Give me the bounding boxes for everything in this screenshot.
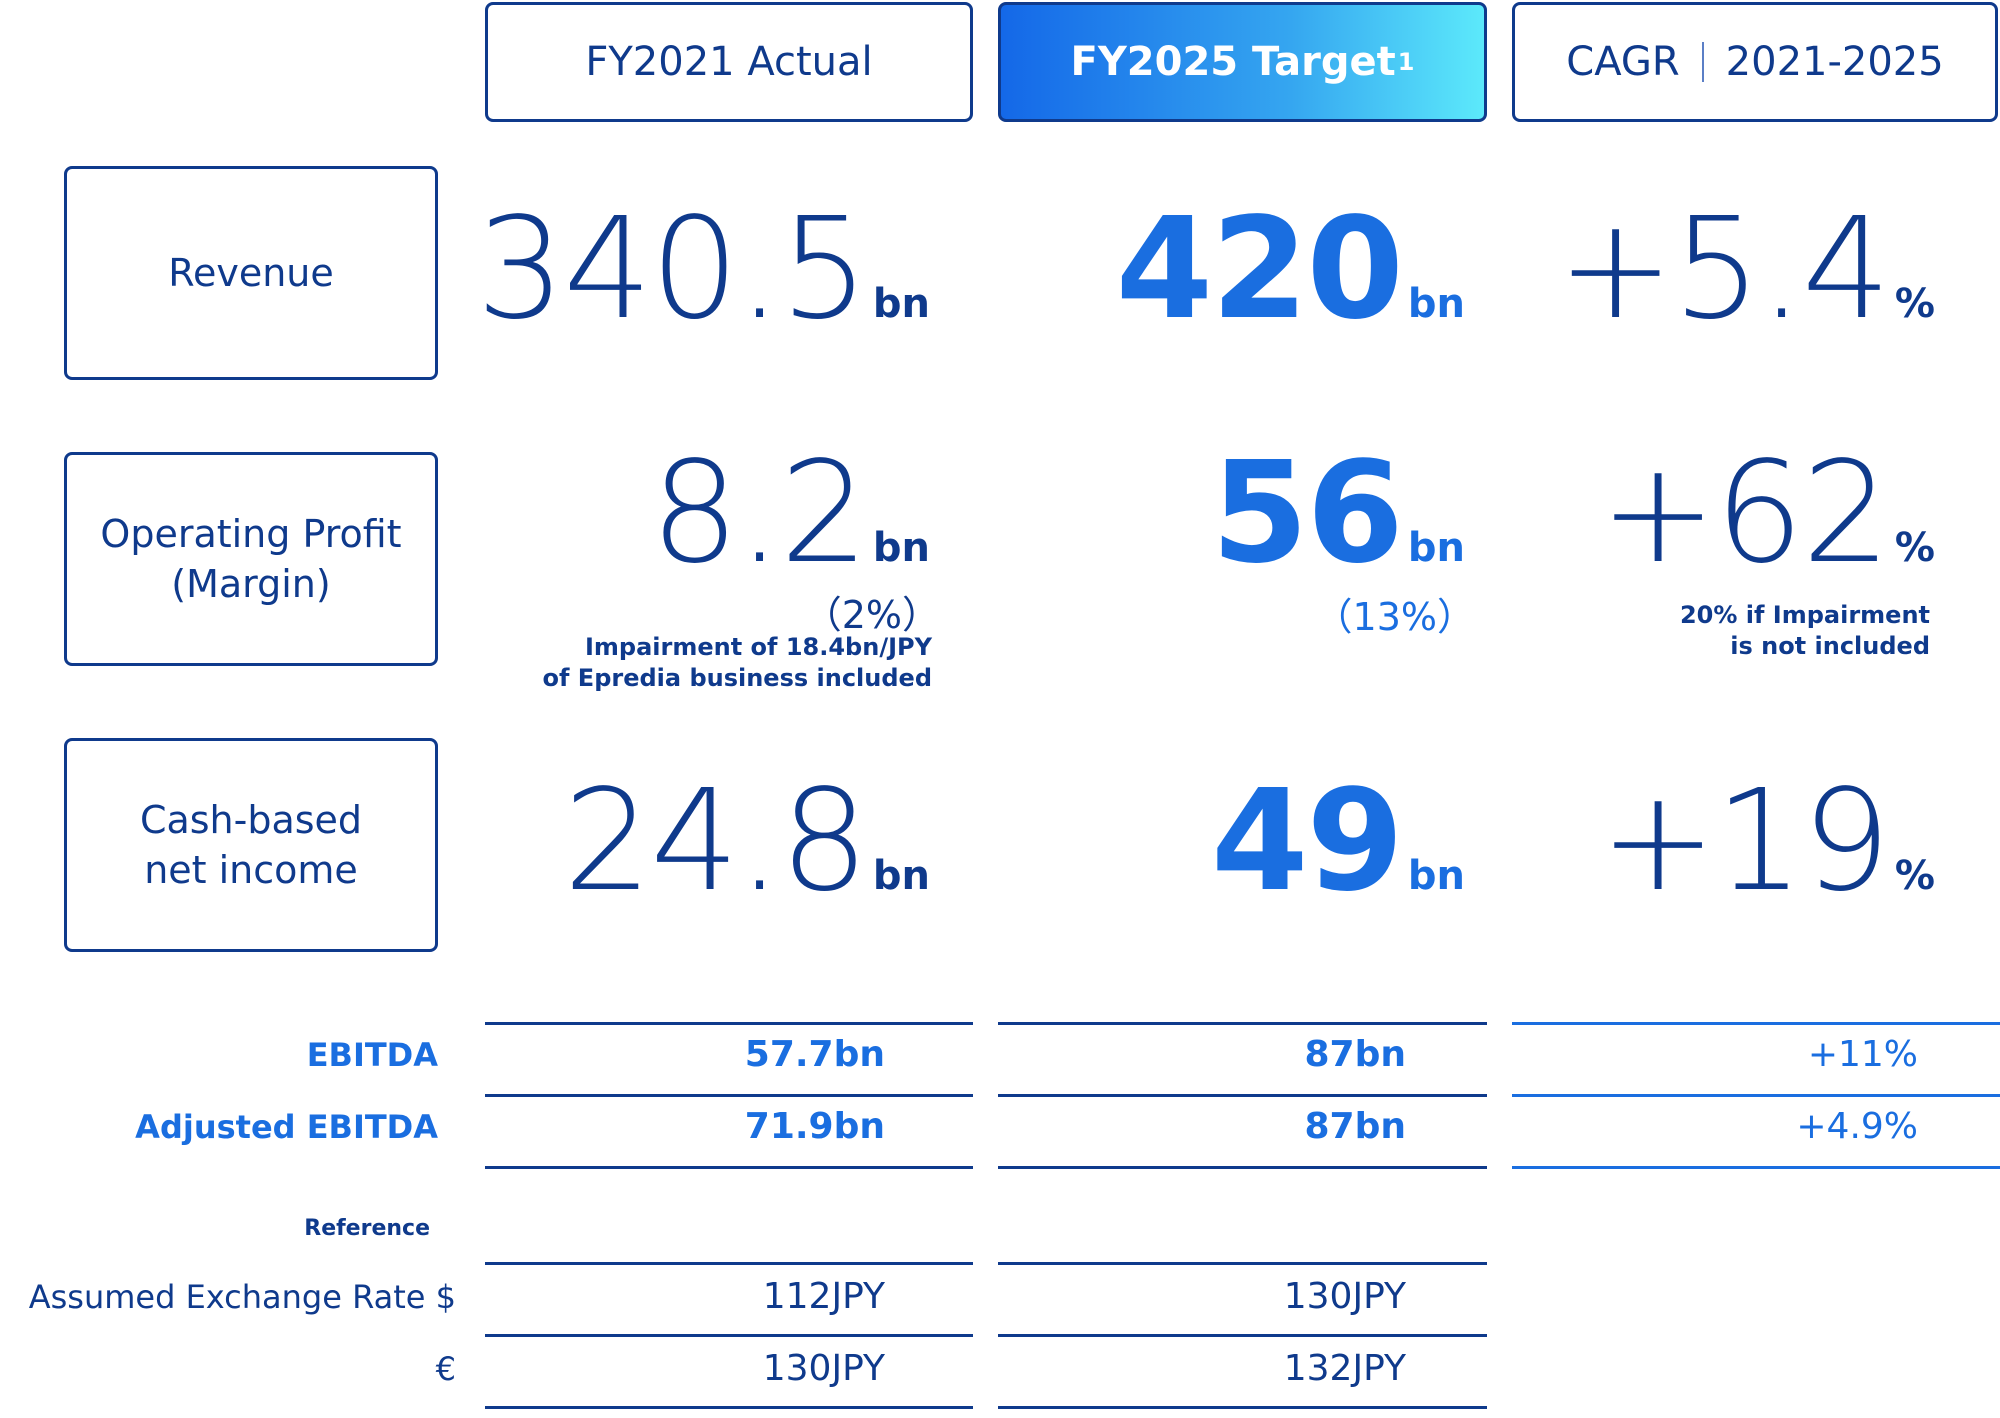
adjusted-ebitda-label: Adjusted EBITDA <box>135 1108 438 1146</box>
ebitda-target-bottom-rule <box>998 1166 1487 1169</box>
operating-profit-cagr-value: +62 % <box>1475 444 1935 594</box>
operating-profit-actual-value: 8.2 bn <box>470 444 930 594</box>
ref-actual-mid-rule <box>485 1334 973 1337</box>
row-label-cash-net-income: Cash-based net income <box>64 738 438 952</box>
operating-profit-margin-label: (Margin) <box>171 562 331 606</box>
adjusted-ebitda-cagr: +4.9% <box>1796 1106 1918 1147</box>
cash-net-income-label-line2: net income <box>144 848 358 892</box>
revenue-cagr-number: +5.4 <box>1556 188 1891 351</box>
exchange-rate-eur-target: 132JPY <box>1283 1348 1406 1389</box>
ebitda-actual-top-rule <box>485 1022 973 1025</box>
header-fy2025-target: FY2025 Target 1 <box>998 2 1487 122</box>
revenue-actual-unit: bn <box>872 281 930 327</box>
ebitda-actual-bottom-rule <box>485 1166 973 1169</box>
operating-profit-actual-number: 8.2 <box>650 432 869 595</box>
operating-profit-target-number: 56 <box>1211 432 1404 595</box>
operating-profit-target-unit: bn <box>1407 525 1465 571</box>
header-fy2021-actual: FY2021 Actual <box>485 2 973 122</box>
revenue-target-unit: bn <box>1407 281 1465 327</box>
adjusted-ebitda-target: 87bn <box>1304 1106 1407 1147</box>
cash-net-income-actual-unit: bn <box>872 853 930 899</box>
revenue-label: Revenue <box>168 250 334 295</box>
ebitda-target: 87bn <box>1304 1034 1407 1075</box>
adjusted-ebitda-actual: 71.9bn <box>744 1106 885 1147</box>
header-cagr-label: CAGR <box>1566 39 1680 85</box>
revenue-actual-number: 340.5 <box>476 188 869 351</box>
operating-profit-actual-margin: （2%） <box>803 593 940 637</box>
ref-target-top-rule <box>998 1262 1487 1265</box>
operating-profit-cagr-unit: % <box>1894 525 1935 571</box>
exchange-rate-usd-label: Assumed Exchange Rate $ <box>28 1278 456 1316</box>
row-label-revenue: Revenue <box>64 166 438 380</box>
operating-profit-actual-unit: bn <box>872 525 930 571</box>
ebitda-target-top-rule <box>998 1022 1487 1025</box>
revenue-cagr-value: +5.4 % <box>1475 200 1935 350</box>
cash-net-income-cagr-value: +19 % <box>1475 772 1935 922</box>
operating-profit-cagr-number: +62 <box>1599 432 1890 595</box>
cash-net-income-target-number: 49 <box>1211 760 1404 923</box>
ref-target-bottom-rule <box>998 1406 1487 1409</box>
cash-net-income-cagr-number: +19 <box>1599 760 1890 923</box>
header-cagr-divider <box>1701 42 1704 82</box>
cash-net-income-cagr-unit: % <box>1894 853 1935 899</box>
ref-target-mid-rule <box>998 1334 1487 1337</box>
row-label-operating-profit: Operating Profit (Margin) <box>64 452 438 666</box>
cash-net-income-target-value: 49 bn <box>1005 772 1465 922</box>
cagr-note-line1: 20% if Impairment <box>1679 601 1930 629</box>
impairment-note-line1: Impairment of 18.4bn/JPY <box>584 633 932 661</box>
ebitda-cagr-mid-rule <box>1512 1094 2000 1097</box>
cash-net-income-actual-number: 24.8 <box>563 760 869 923</box>
header-actual-label: FY2021 Actual <box>585 39 873 85</box>
cash-net-income-label-line1: Cash-based <box>139 797 363 842</box>
ebitda-actual-mid-rule <box>485 1094 973 1097</box>
ref-actual-bottom-rule <box>485 1406 973 1409</box>
cash-net-income-target-unit: bn <box>1407 853 1465 899</box>
operating-profit-label: Operating Profit <box>100 511 402 556</box>
operating-profit-target-value: 56 bn <box>1005 444 1465 594</box>
revenue-target-value: 420 bn <box>1005 200 1465 350</box>
exchange-rate-eur-actual: 130JPY <box>762 1348 885 1389</box>
header-cagr: CAGR 2021-2025 <box>1512 2 1998 122</box>
header-cagr-range: 2021-2025 <box>1725 39 1944 85</box>
revenue-actual-value: 340.5 bn <box>470 200 930 350</box>
ebitda-cagr-bottom-rule <box>1512 1166 2000 1169</box>
operating-profit-cagr-note: 20% if Impairment is not included <box>1580 600 1930 662</box>
impairment-note-line2: of Epredia business included <box>542 664 932 693</box>
ebitda-cagr-top-rule <box>1512 1022 2000 1025</box>
revenue-cagr-unit: % <box>1894 281 1935 327</box>
ref-actual-top-rule <box>485 1262 973 1265</box>
reference-label: Reference <box>304 1216 430 1241</box>
ebitda-label: EBITDA <box>306 1036 438 1074</box>
exchange-rate-usd-target: 130JPY <box>1283 1276 1406 1317</box>
revenue-target-number: 420 <box>1115 188 1404 351</box>
ebitda-cagr: +11% <box>1807 1034 1918 1075</box>
exchange-rate-usd-actual: 112JPY <box>762 1276 885 1317</box>
ebitda-actual: 57.7bn <box>744 1034 885 1075</box>
operating-profit-target-margin: （13%） <box>1314 595 1475 639</box>
exchange-rate-eur-label: € <box>435 1350 456 1388</box>
cash-net-income-actual-value: 24.8 bn <box>470 772 930 922</box>
header-target-label: FY2025 Target <box>1070 39 1396 85</box>
ebitda-target-mid-rule <box>998 1094 1487 1097</box>
operating-profit-actual-note: Impairment of 18.4bn/JPY of Epredia busi… <box>520 632 932 694</box>
cagr-note-line2: is not included <box>1730 632 1930 661</box>
